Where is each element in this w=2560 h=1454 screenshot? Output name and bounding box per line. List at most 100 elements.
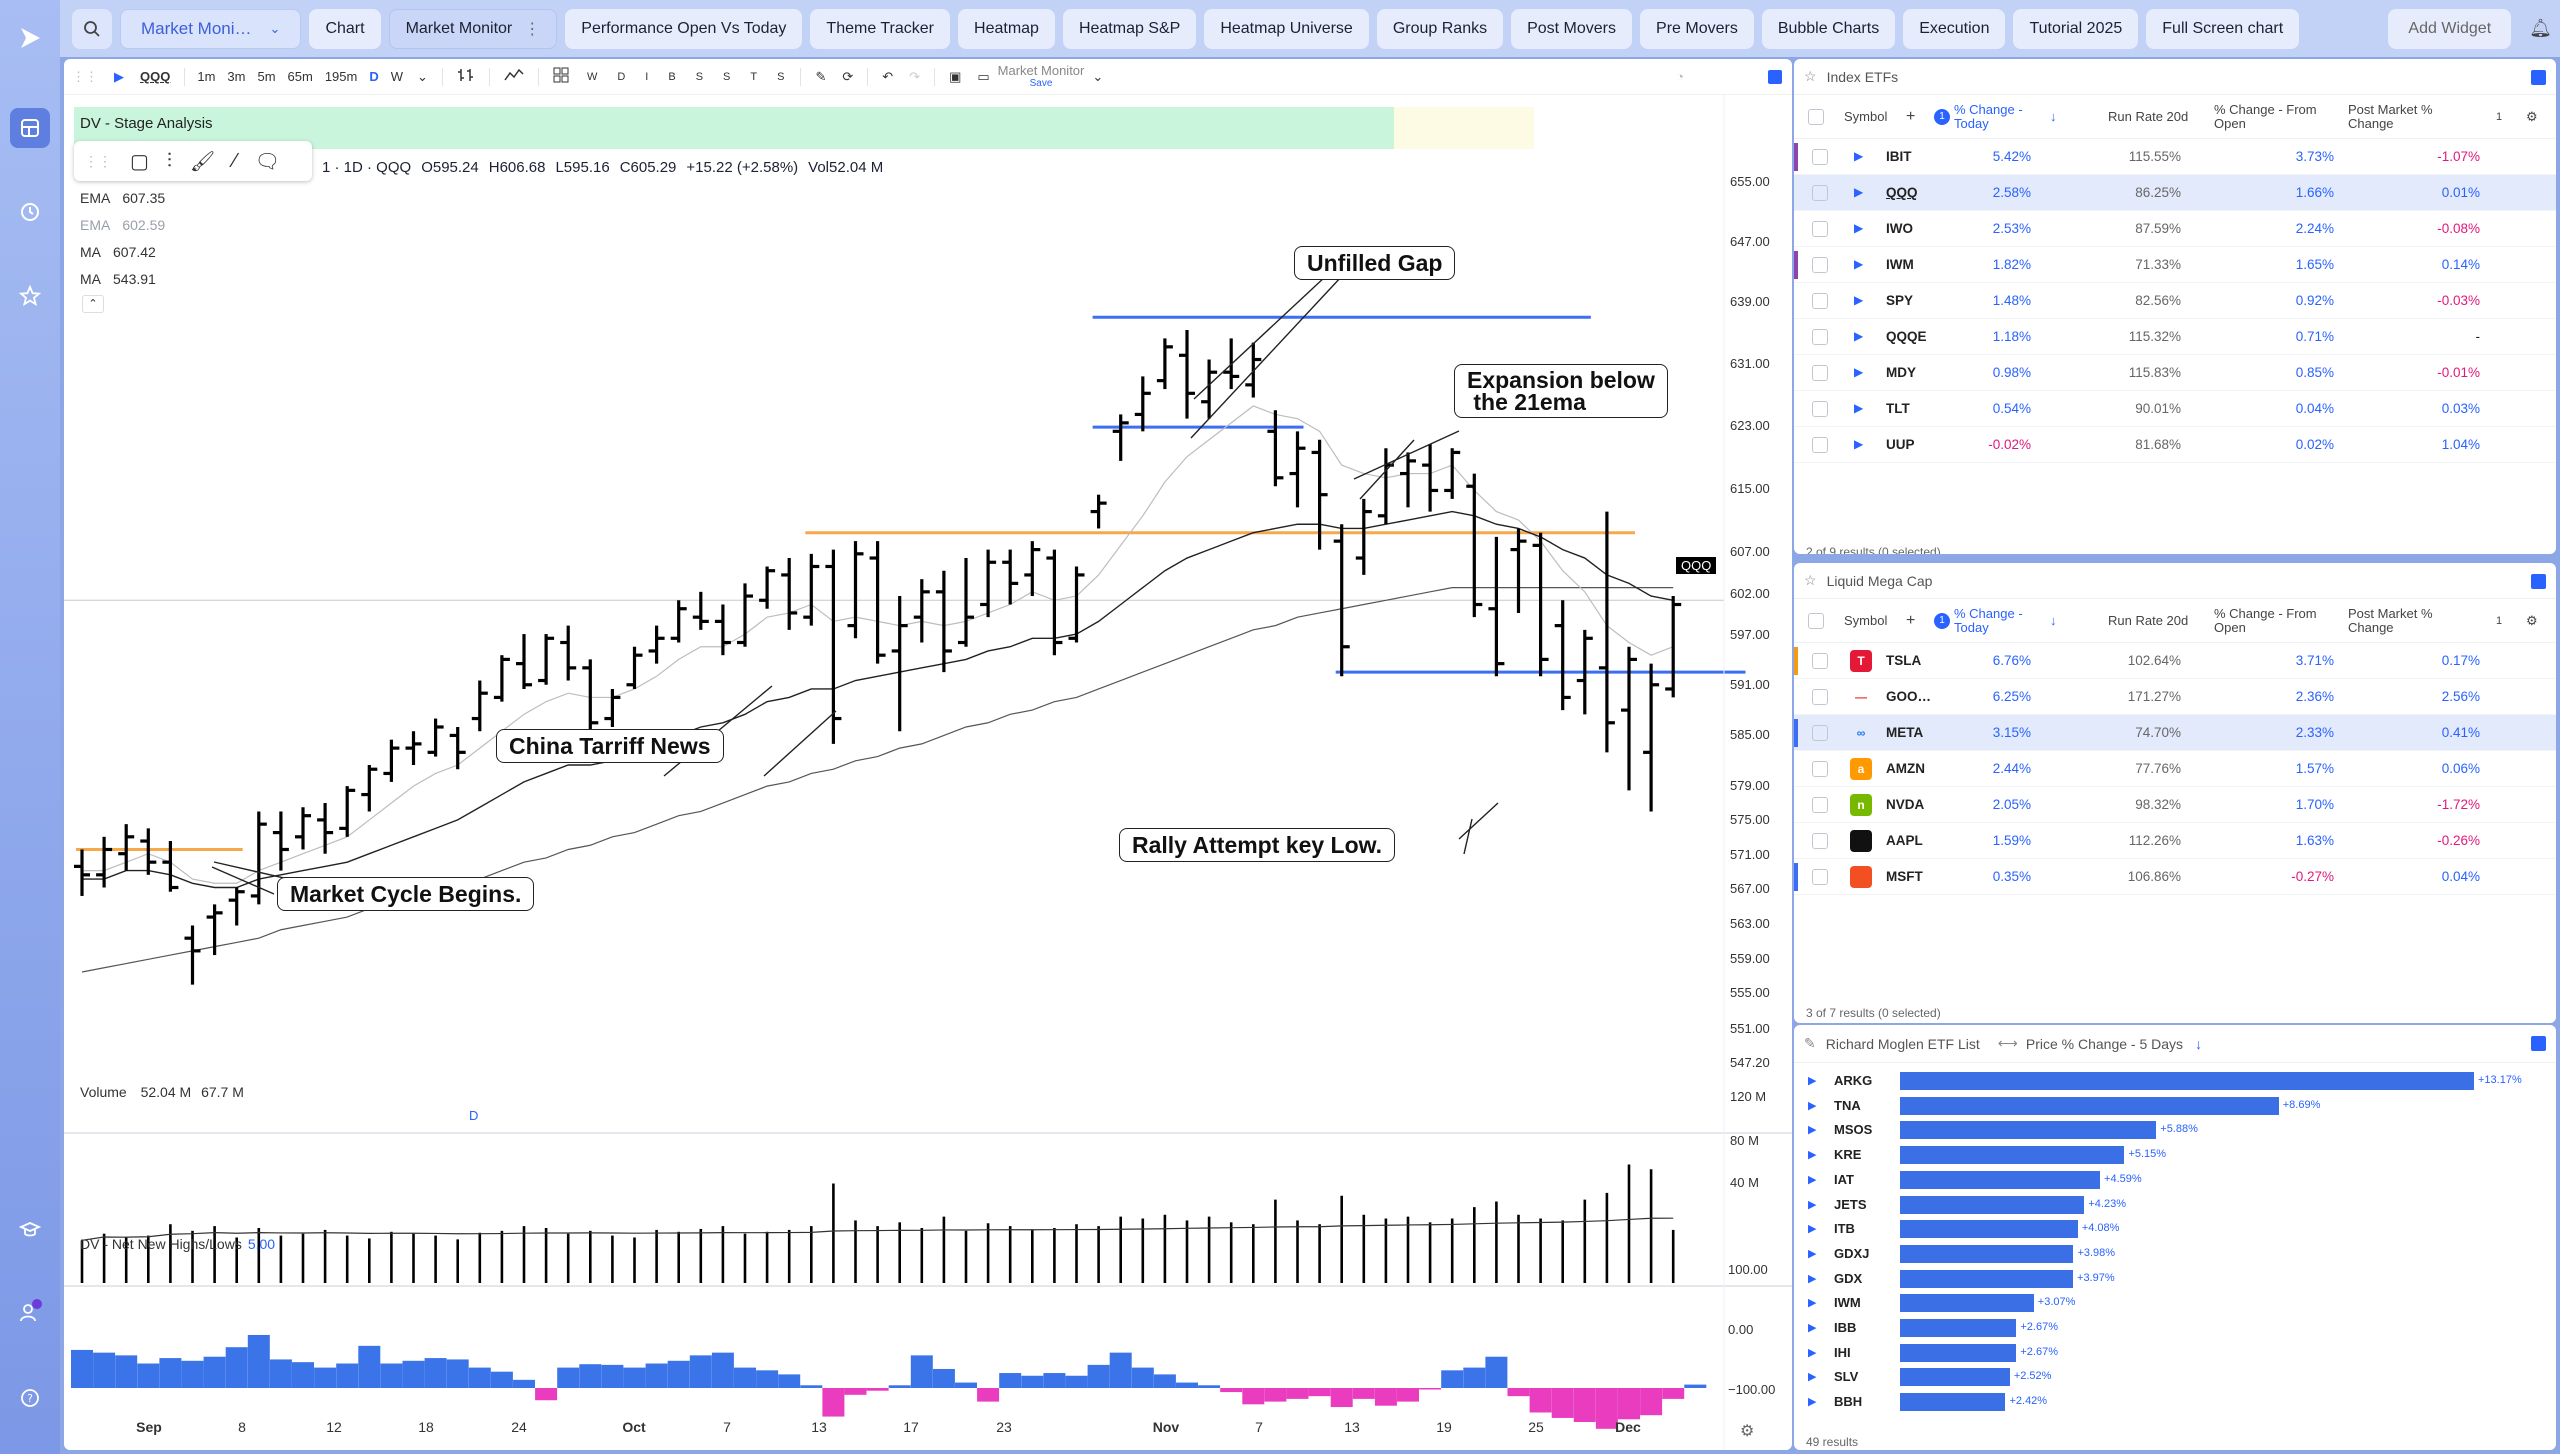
settings-gear-icon[interactable]: ⚙︎: [2526, 612, 2538, 628]
edit-icon[interactable]: ✎: [1804, 1035, 1816, 1051]
table-row[interactable]: ▶ QQQ 2.58% 86.25% 1.66% 0.01%: [1794, 175, 2556, 211]
price-axis[interactable]: 655.00 647.00 639.00 631.00 623.00 615.00 607.…: [1724, 59, 1792, 1139]
row-symbol[interactable]: TLT: [1886, 401, 1910, 416]
add-column-icon[interactable]: +: [1906, 611, 1916, 629]
chevron-down-icon[interactable]: ⌄: [1092, 68, 1104, 84]
timeframe-letter[interactable]: B: [668, 70, 676, 83]
table-row[interactable]: ▶ IWM 1.82% 71.33% 1.65% 0.14%: [1794, 247, 2556, 283]
row-symbol[interactable]: IWM: [1886, 257, 1914, 272]
widget-link-icon[interactable]: [2531, 574, 2546, 589]
indicator-row[interactable]: MA 543.91: [80, 266, 165, 293]
widget-link-icon[interactable]: [2531, 70, 2546, 85]
bar-list-row[interactable]: ▶ IHI +2.67%: [1794, 1341, 2556, 1365]
bar-list-row[interactable]: ▶ ITB +4.08%: [1794, 1217, 2556, 1241]
sort-desc-icon[interactable]: ↓: [2050, 109, 2057, 124]
indicators-icon[interactable]: [496, 68, 532, 85]
annotation-expansion[interactable]: Expansion below the 21ema: [1454, 364, 1668, 418]
play-icon[interactable]: ▶: [1808, 1099, 1817, 1112]
table-row[interactable]: ∞ META 3.15% 74.70% 2.33% 0.41%: [1794, 715, 2556, 751]
resize-icon[interactable]: ⟷: [1997, 1035, 2018, 1051]
annotation-rally-attempt[interactable]: Rally Attempt key Low.: [1119, 828, 1396, 862]
row-symbol[interactable]: MSFT: [1886, 869, 1923, 884]
panel-icon[interactable]: ▣: [949, 68, 962, 84]
bell-icon[interactable]: 🔔︎: [2529, 18, 2552, 38]
sort-desc-icon[interactable]: ↓: [2050, 613, 2057, 628]
timeframe-letter[interactable]: I: [645, 70, 649, 83]
tab-chart[interactable]: Chart: [309, 8, 381, 49]
column-change-open[interactable]: % Change - From Open: [2214, 605, 2317, 635]
drag-handle-icon[interactable]: ⋮⋮: [84, 152, 112, 169]
row-symbol[interactable]: QQQ: [1886, 185, 1918, 200]
play-icon[interactable]: ▶: [114, 68, 124, 84]
row-symbol[interactable]: QQQE: [1886, 329, 1927, 344]
row-checkbox[interactable]: [1812, 293, 1828, 309]
table-row[interactable]: a AMZN 2.44% 77.76% 1.57% 0.06%: [1794, 751, 2556, 787]
row-symbol[interactable]: UUP: [1886, 437, 1915, 452]
bar-list-symbol[interactable]: ITB: [1834, 1221, 1855, 1237]
row-symbol[interactable]: AAPL: [1886, 833, 1923, 848]
dashboard-icon[interactable]: [10, 108, 50, 148]
play-icon[interactable]: ▶: [1808, 1149, 1817, 1162]
column-symbol[interactable]: Symbol: [1844, 613, 1888, 628]
bar-list-row[interactable]: ▶ ARKG +13.17%: [1794, 1069, 2556, 1093]
indicator-row[interactable]: MA 607.42: [80, 239, 165, 266]
symbol-field[interactable]: QQQ: [140, 69, 171, 84]
tab-market-monitor[interactable]: Market Monitor ⋮: [388, 8, 558, 49]
row-checkbox[interactable]: [1812, 437, 1828, 453]
table-row[interactable]: n NVDA 2.05% 98.32% 1.70% -1.72%: [1794, 787, 2556, 823]
tab-heatmap[interactable]: Heatmap: [958, 8, 1055, 49]
play-icon[interactable]: ▶: [1808, 1371, 1817, 1384]
bar-list-row[interactable]: ▶ IWM +3.07%: [1794, 1291, 2556, 1315]
table-row[interactable]: ▶ SPY 1.48% 82.56% 0.92% -0.03%: [1794, 283, 2556, 319]
interval-D[interactable]: D: [369, 69, 379, 84]
row-symbol[interactable]: MDY: [1886, 365, 1916, 380]
bar-list-symbol[interactable]: IAT: [1834, 1171, 1854, 1187]
more-icon[interactable]: ⋮: [524, 20, 541, 38]
select-all-checkbox[interactable]: [1808, 612, 1824, 629]
callout-tool-icon[interactable]: 🗨︎: [254, 150, 281, 173]
layout-name-group[interactable]: Market Monitor Save: [998, 64, 1085, 90]
bar-list-row[interactable]: ▶ JETS +4.23%: [1794, 1193, 2556, 1217]
tab-full-screen-chart[interactable]: Full Screen chart: [2146, 8, 2300, 49]
bar-list-row[interactable]: ▶ GDX +3.97%: [1794, 1267, 2556, 1291]
tab-group-ranks[interactable]: Group Ranks: [1376, 8, 1504, 49]
row-checkbox[interactable]: [1812, 689, 1828, 705]
tab-tutorial-2025[interactable]: Tutorial 2025: [2013, 8, 2139, 49]
interval-3m[interactable]: 3m: [227, 69, 246, 84]
play-icon[interactable]: ▶: [1808, 1396, 1817, 1409]
timeframe-letter[interactable]: T: [750, 70, 758, 83]
column-post-market[interactable]: Post Market % Change: [2348, 101, 2433, 131]
bar-list-row[interactable]: ▶ IAT +4.59%: [1794, 1168, 2556, 1192]
bar-list-row[interactable]: ▶ IBB +2.67%: [1794, 1316, 2556, 1340]
table-row[interactable]: ▶ IBIT 5.42% 115.55% 3.73% -1.07%: [1794, 139, 2556, 175]
column-change-today[interactable]: % Change - Today: [1954, 605, 2023, 635]
interval-W[interactable]: W: [390, 69, 404, 84]
row-symbol[interactable]: AMZN: [1886, 761, 1925, 776]
timeframe-letter[interactable]: W: [586, 70, 598, 83]
row-checkbox[interactable]: [1812, 149, 1828, 165]
collapse-legend-button[interactable]: ⌃: [82, 295, 104, 313]
bar-list-symbol[interactable]: GDX: [1834, 1270, 1863, 1286]
row-symbol[interactable]: META: [1886, 725, 1924, 740]
settings-gear-icon[interactable]: ⚙︎: [1740, 1423, 1755, 1440]
timeframe-letter[interactable]: D: [617, 70, 626, 83]
column-change-today[interactable]: % Change - Today: [1954, 101, 2023, 131]
bar-list-symbol[interactable]: JETS: [1834, 1196, 1867, 1212]
sort-icon[interactable]: ↓: [2195, 1035, 2203, 1052]
play-icon[interactable]: ▶: [1808, 1247, 1817, 1260]
indicator-row[interactable]: EMA 607.35: [80, 185, 165, 212]
pen-icon[interactable]: ✎: [815, 68, 827, 84]
widget-link-icon[interactable]: [2531, 1036, 2546, 1051]
moglen-title[interactable]: Richard Moglen ETF List: [1825, 1035, 1980, 1052]
search-icon[interactable]: [72, 8, 112, 49]
annotation-unfilled-gap[interactable]: Unfilled Gap: [1294, 246, 1456, 280]
tab-pre-movers[interactable]: Pre Movers: [1640, 8, 1754, 49]
interval-5m[interactable]: 5m: [257, 69, 276, 84]
star-icon[interactable]: ☆: [1804, 68, 1817, 84]
row-checkbox[interactable]: [1812, 833, 1828, 849]
tab-performance-open-vs-today[interactable]: Performance Open Vs Today: [565, 8, 803, 49]
bar-list-symbol[interactable]: BBH: [1834, 1394, 1863, 1410]
table-row[interactable]: MSFT 0.35% 106.86% -0.27% 0.04%: [1794, 859, 2556, 895]
table-row[interactable]: T TSLA 6.76% 102.64% 3.71% 0.17%: [1794, 643, 2556, 679]
logo-play-icon[interactable]: [10, 18, 50, 58]
